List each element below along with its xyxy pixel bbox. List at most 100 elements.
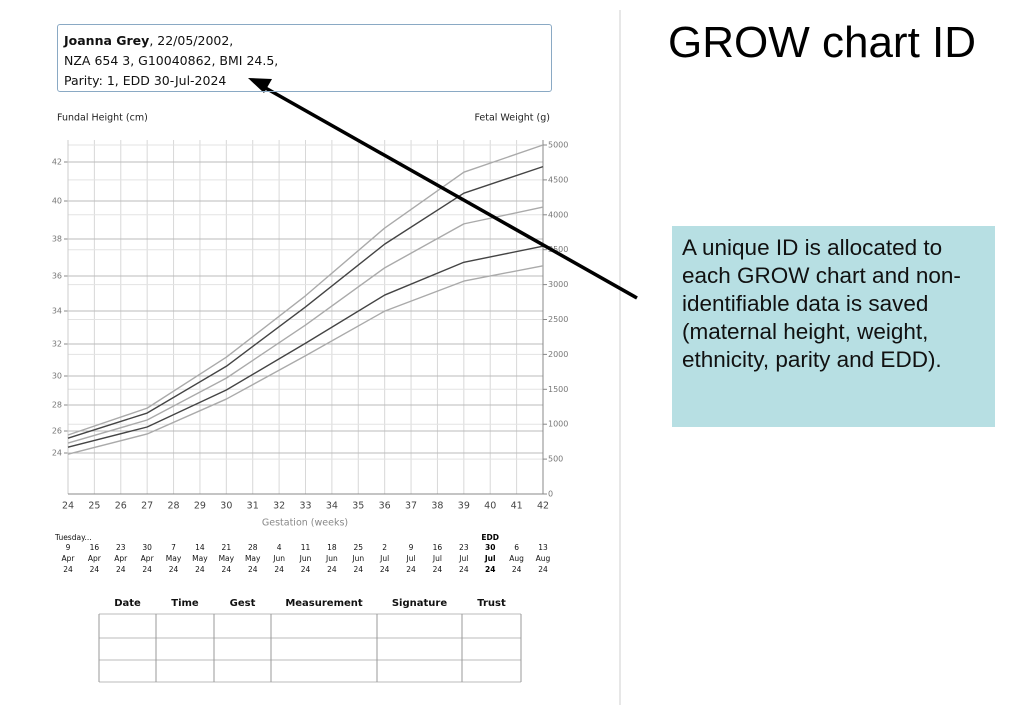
- date-day: 23: [116, 543, 126, 552]
- date-day: 13: [538, 543, 548, 552]
- x-tick-label: 41: [511, 501, 523, 512]
- centile-line: [67, 265, 544, 455]
- date-month: Apr: [141, 554, 155, 563]
- date-month: Aug: [509, 554, 524, 563]
- date-month: Jun: [351, 554, 364, 563]
- date-month: Jun: [299, 554, 312, 563]
- table-header: Measurement: [285, 598, 363, 609]
- date-year: 24: [354, 565, 364, 574]
- x-tick-label: 37: [405, 501, 417, 512]
- date-month: May: [192, 554, 208, 563]
- date-day: 16: [433, 543, 443, 552]
- date-month: Apr: [88, 554, 102, 563]
- date-month: Jul: [432, 554, 442, 563]
- date-day: 21: [222, 543, 232, 552]
- table-header: Gest: [230, 598, 256, 609]
- date-year: 24: [485, 565, 495, 574]
- date-day: 30: [485, 543, 495, 552]
- y-tick-label: 28: [52, 401, 62, 410]
- x-axis-label: Gestation (weeks): [262, 518, 348, 529]
- date-year: 24: [380, 565, 390, 574]
- date-day: 4: [277, 543, 282, 552]
- y2-tick-label: 4500: [548, 175, 568, 184]
- y2-tick-label: 2000: [548, 350, 568, 359]
- x-tick-label: 26: [115, 501, 127, 512]
- y-tick-label: 30: [52, 372, 62, 381]
- slide-title: GROW chart ID: [668, 18, 977, 67]
- patient-line: Parity: 1, EDD 30-Jul-2024: [64, 73, 227, 88]
- y2-tick-label: 4000: [548, 210, 568, 219]
- date-year: 24: [327, 565, 337, 574]
- x-tick-label: 36: [379, 501, 391, 512]
- date-month: May: [219, 554, 235, 563]
- y-tick-label: 32: [52, 340, 62, 349]
- y2-tick-label: 3500: [548, 245, 568, 254]
- date-month: May: [245, 554, 261, 563]
- date-day: 18: [327, 543, 337, 552]
- date-year: 24: [63, 565, 73, 574]
- x-tick-label: 35: [352, 501, 364, 512]
- x-tick-label: 25: [88, 501, 100, 512]
- date-year: 24: [406, 565, 416, 574]
- x-tick-label: 34: [326, 501, 338, 512]
- date-month: May: [166, 554, 182, 563]
- date-day: 28: [248, 543, 258, 552]
- date-day: 9: [66, 543, 71, 552]
- date-day: 7: [171, 543, 176, 552]
- y-tick-label: 24: [52, 449, 62, 458]
- table-header: Trust: [477, 598, 506, 609]
- patient-name: Joanna Grey: [64, 33, 150, 48]
- y2-tick-label: 1000: [548, 420, 568, 429]
- x-tick-label: 29: [194, 501, 206, 512]
- date-year: 24: [248, 565, 258, 574]
- centile-line: [67, 206, 544, 444]
- date-year: 24: [538, 565, 548, 574]
- date-year: 24: [169, 565, 179, 574]
- date-month: Jul: [484, 554, 496, 563]
- y-tick-label: 40: [52, 197, 62, 206]
- y2-tick-label: 0: [548, 490, 553, 499]
- x-tick-label: 24: [62, 501, 74, 512]
- date-month: Jul: [458, 554, 468, 563]
- date-year: 24: [433, 565, 443, 574]
- date-year: 24: [142, 565, 152, 574]
- table-header: Signature: [392, 598, 447, 609]
- x-tick-label: 39: [458, 501, 470, 512]
- x-tick-label: 31: [247, 501, 259, 512]
- date-month: Apr: [114, 554, 128, 563]
- y-tick-label: 34: [52, 307, 62, 316]
- date-year: 24: [301, 565, 311, 574]
- y2-tick-label: 2500: [548, 315, 568, 324]
- date-day: 14: [195, 543, 205, 552]
- y-tick-label: 42: [52, 158, 62, 167]
- patient-text: , 22/05/2002,: [149, 33, 234, 48]
- date-month: Jul: [379, 554, 389, 563]
- arrow-head: [248, 78, 272, 93]
- patient-line: Joanna Grey, 22/05/2002,: [64, 31, 551, 51]
- y-tick-label: 38: [52, 235, 62, 244]
- date-month: Jun: [325, 554, 338, 563]
- date-month: Jun: [272, 554, 285, 563]
- table-header: Date: [114, 598, 141, 609]
- x-tick-label: 42: [537, 501, 549, 512]
- y2-tick-label: 5000: [548, 141, 568, 150]
- y-axis-label: Fundal Height (cm): [57, 113, 148, 124]
- date-day: 16: [90, 543, 100, 552]
- x-tick-label: 40: [484, 501, 496, 512]
- centile-line: [67, 165, 544, 439]
- date-year: 24: [222, 565, 232, 574]
- date-year: 24: [459, 565, 469, 574]
- y2-tick-label: 1500: [548, 385, 568, 394]
- date-year: 24: [195, 565, 205, 574]
- patient-box: Joanna Grey, 22/05/2002, NZA 654 3, G100…: [57, 24, 552, 92]
- date-day: 9: [409, 543, 414, 552]
- date-day: 23: [459, 543, 469, 552]
- date-year: 24: [116, 565, 126, 574]
- edd-label: EDD: [481, 533, 499, 542]
- date-day: 25: [354, 543, 364, 552]
- y-tick-label: 36: [52, 272, 62, 281]
- date-day: 11: [301, 543, 311, 552]
- x-tick-label: 28: [168, 501, 180, 512]
- date-day: 6: [514, 543, 519, 552]
